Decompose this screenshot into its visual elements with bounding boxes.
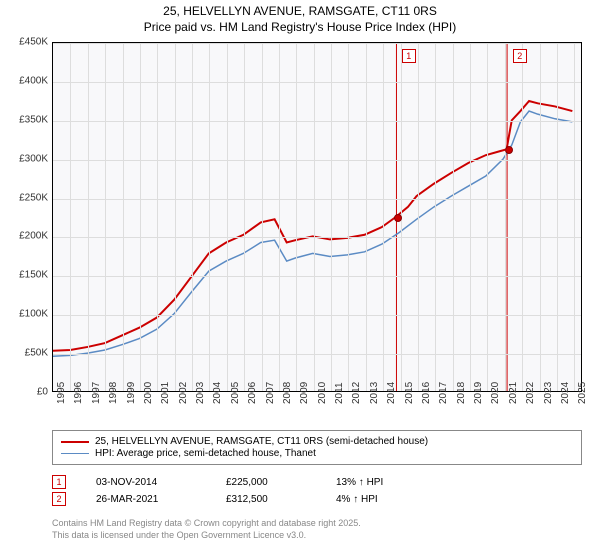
y-axis-label: £350K [8, 114, 48, 125]
x-axis-label: 2015 [404, 382, 415, 404]
x-axis-label: 2005 [230, 382, 241, 404]
title-line2: Price paid vs. HM Land Registry's House … [0, 20, 600, 36]
y-axis-label: £150K [8, 270, 48, 281]
event-marker-2: 2 [513, 49, 527, 63]
x-axis-label: 2014 [386, 382, 397, 404]
x-axis-label: 1998 [108, 382, 119, 404]
y-axis-label: £100K [8, 309, 48, 320]
x-axis-label: 2009 [299, 382, 310, 404]
chart-title: 25, HELVELLYN AVENUE, RAMSGATE, CT11 0RS… [0, 0, 600, 35]
y-axis-label: £450K [8, 37, 48, 48]
x-axis-label: 2022 [525, 382, 536, 404]
chart-plot-area: 12 [52, 42, 582, 392]
y-axis-label: £400K [8, 75, 48, 86]
attribution-line2: This data is licensed under the Open Gov… [52, 530, 582, 542]
event-marker-1: 1 [402, 49, 416, 63]
events-table: 103-NOV-2014£225,00013% ↑ HPI 226-MAR-202… [52, 472, 582, 509]
x-axis-label: 2024 [560, 382, 571, 404]
event-dot-2 [505, 146, 513, 154]
x-axis-label: 2004 [212, 382, 223, 404]
legend-item-hpi: HPI: Average price, semi-detached house,… [61, 448, 573, 459]
y-axis-label: £300K [8, 153, 48, 164]
y-axis-label: £250K [8, 192, 48, 203]
x-axis-label: 2017 [438, 382, 449, 404]
x-axis-label: 2013 [369, 382, 380, 404]
chart-svg [53, 43, 581, 391]
x-axis-label: 2023 [543, 382, 554, 404]
x-axis-label: 1997 [91, 382, 102, 404]
legend: 25, HELVELLYN AVENUE, RAMSGATE, CT11 0RS… [52, 430, 582, 465]
x-axis-label: 2021 [508, 382, 519, 404]
x-axis-label: 2001 [160, 382, 171, 404]
event-row-1: 103-NOV-2014£225,00013% ↑ HPI [52, 475, 582, 489]
x-axis-label: 2018 [456, 382, 467, 404]
x-axis-label: 2000 [143, 382, 154, 404]
x-axis-label: 2003 [195, 382, 206, 404]
x-axis-label: 1996 [73, 382, 84, 404]
x-axis-label: 2019 [473, 382, 484, 404]
y-axis-label: £0 [8, 387, 48, 398]
x-axis-label: 2006 [247, 382, 258, 404]
title-line1: 25, HELVELLYN AVENUE, RAMSGATE, CT11 0RS [0, 4, 600, 20]
x-axis-label: 2008 [282, 382, 293, 404]
x-axis-label: 2012 [351, 382, 362, 404]
event-row-2: 226-MAR-2021£312,5004% ↑ HPI [52, 492, 582, 506]
x-axis-label: 1999 [126, 382, 137, 404]
x-axis-label: 2011 [334, 382, 345, 404]
y-axis-label: £200K [8, 231, 48, 242]
x-axis-label: 2010 [317, 382, 328, 404]
x-axis-label: 1995 [56, 382, 67, 404]
attribution: Contains HM Land Registry data © Crown c… [52, 518, 582, 541]
x-axis-label: 2020 [490, 382, 501, 404]
x-axis-label: 2002 [178, 382, 189, 404]
x-axis-label: 2007 [265, 382, 276, 404]
x-axis-label: 2016 [421, 382, 432, 404]
attribution-line1: Contains HM Land Registry data © Crown c… [52, 518, 582, 530]
event-dot-1 [394, 214, 402, 222]
legend-item-price_paid: 25, HELVELLYN AVENUE, RAMSGATE, CT11 0RS… [61, 436, 573, 447]
x-axis-label: 2025 [577, 382, 588, 404]
y-axis-label: £50K [8, 348, 48, 359]
